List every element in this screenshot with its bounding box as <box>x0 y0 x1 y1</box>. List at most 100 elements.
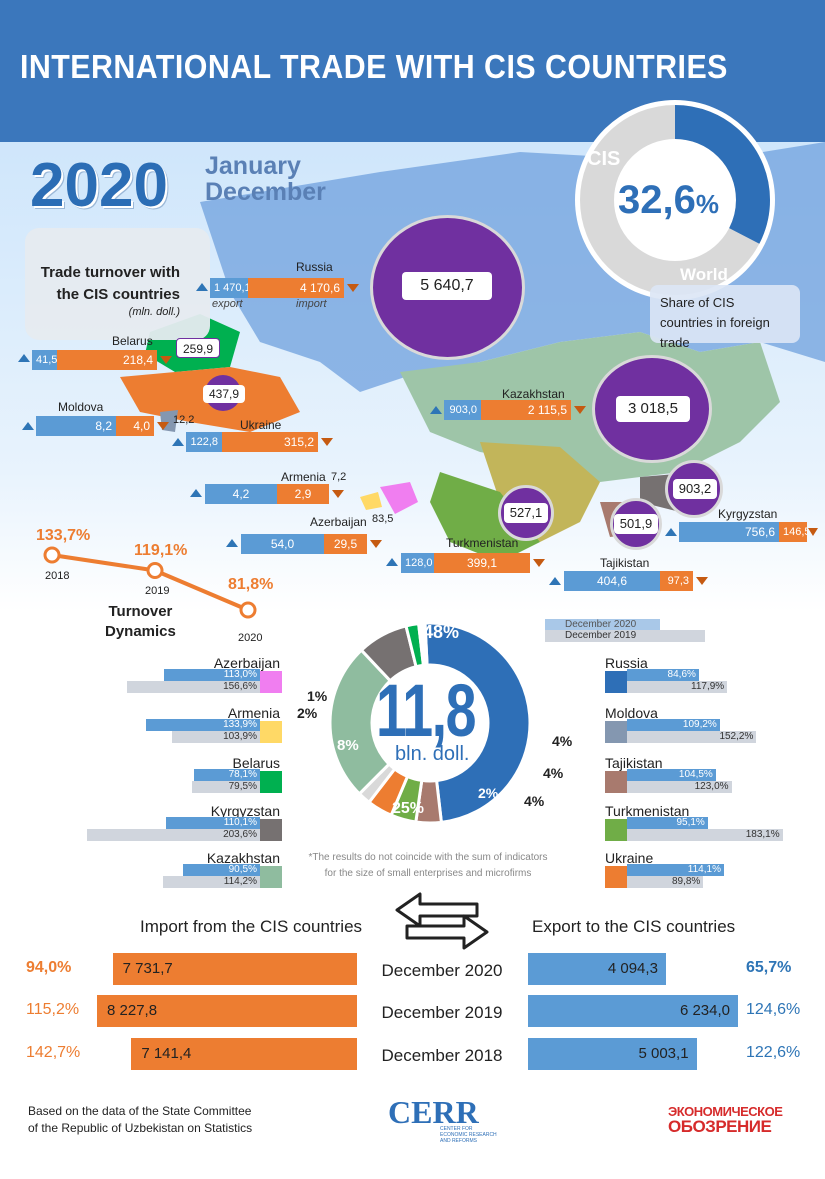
export-arrow-icon <box>172 438 184 446</box>
dyn-2020-bar: 78,1% <box>193 769 260 781</box>
source-note: Based on the data of the State Committee… <box>28 1104 253 1135</box>
label-russia: Russia <box>296 260 333 274</box>
label-tajikistan: Tajikistan <box>600 556 650 570</box>
russia-export-bar: 1 470,1 <box>210 278 248 298</box>
label-belarus: Belarus <box>112 334 153 348</box>
kyrgyzstan-import-bar: 146,5 <box>779 522 807 542</box>
export-arrow-icon <box>549 577 561 585</box>
share-world-label: World <box>680 265 728 284</box>
dyn-year-2019: 2019 <box>145 585 170 597</box>
dyn-country: Moldova <box>605 705 658 721</box>
dyn-color-square <box>605 819 627 841</box>
dyn-country: Armenia <box>227 705 280 721</box>
export-arrow-icon <box>226 539 238 547</box>
export-arrow-icon <box>386 558 398 566</box>
dyn-color-square <box>260 866 282 888</box>
dyn-2020-bar: 104,5% <box>627 769 716 781</box>
dyn-country: Kyrgyzstan <box>210 803 280 819</box>
donut-label-belarus: 2% <box>297 705 318 721</box>
donut-label-ukraine: 2% <box>478 785 499 801</box>
trade-period: December 2020 <box>381 961 503 980</box>
cerr-subtitle: CENTER FOR ECONOMIC RESEARCH AND REFORMS <box>440 1126 497 1144</box>
legend-2020: December 2020 <box>545 619 660 631</box>
donut-label-moldova: 4% <box>552 733 573 749</box>
dyn-country: Russia <box>605 655 648 671</box>
share-value: 32,6% <box>618 178 719 222</box>
azerbaijan-total: 83,5 <box>372 513 394 525</box>
import-header: Import from the CIS countries <box>140 917 363 936</box>
label-azerbaijan: Azerbaijan <box>310 515 367 529</box>
legend-2019: December 2019 <box>545 630 705 642</box>
export-pct: 65,7% <box>746 959 792 976</box>
export-arrow-icon <box>665 528 677 536</box>
dyn-country: Tajikistan <box>605 755 663 771</box>
dyn-value-2020: 81,8% <box>228 576 274 593</box>
turkmenistan-export-bar: 128,0 <box>401 553 434 573</box>
dyn-color-square <box>605 721 627 743</box>
donut-unit: bln. doll. <box>395 743 470 765</box>
dynamics-title: Turnover Dynamics <box>105 603 176 640</box>
dyn-country: Azerbaijan <box>213 655 280 671</box>
turnover-unit: (mln. doll.) <box>128 306 180 318</box>
turkmenistan-total: 527,1 <box>504 503 548 523</box>
label-kyrgyzstan: Kyrgyzstan <box>718 507 778 521</box>
dynamics-point-2018 <box>43 546 61 564</box>
donut-slice-russia <box>423 621 532 825</box>
share-description: Share of CIS countries in foreign trade <box>650 285 800 350</box>
dyn-2020-bar: 114,1% <box>627 864 724 876</box>
import-bar: 7 731,7 <box>112 953 357 985</box>
dyn-2020-bar: 84,6% <box>627 669 699 681</box>
export-pct: 122,6% <box>746 1044 801 1061</box>
armenia-export-bar: 4,2 <box>205 484 277 504</box>
export-pct: 124,6% <box>746 1001 801 1018</box>
period-label: January December <box>205 153 326 205</box>
import-arrow-icon <box>370 540 382 548</box>
belarus-total: 259,9 <box>176 338 220 358</box>
import-arrow-icon <box>347 284 359 292</box>
cerr-logo: CERR <box>388 1094 479 1130</box>
import-arrow-icon <box>533 559 545 567</box>
dyn-2019-bar: 79,5% <box>192 781 260 793</box>
import-pct: 142,7% <box>26 1044 81 1061</box>
label-kazakhstan: Kazakhstan <box>502 387 565 401</box>
dyn-2020-bar: 110,1% <box>166 817 260 829</box>
donut-label-tajikistan: 4% <box>543 765 564 781</box>
dyn-country: Ukraine <box>605 850 654 866</box>
russia-total: 5 640,7 <box>402 272 492 300</box>
donut-label-kyrgyzstan: 8% <box>337 737 359 754</box>
donut-total: 11,8 <box>376 669 476 752</box>
dyn-2019-bar: 117,9% <box>627 681 728 693</box>
import-arrow-icon <box>157 422 169 430</box>
dyn-2019-bar: 152,2% <box>627 731 757 743</box>
trade-period: December 2019 <box>381 1003 503 1022</box>
dyn-year-2018: 2018 <box>45 570 70 582</box>
export-bar: 6 234,0 <box>528 995 738 1027</box>
azerbaijan-export-bar: 54,0 <box>241 534 324 554</box>
dyn-2019-bar: 123,0% <box>627 781 732 793</box>
exchange-arrows-icon <box>395 892 489 950</box>
azerbaijan-import-bar: 29,5 <box>324 534 367 554</box>
donut-label-kazakhstan: 25% <box>392 800 425 817</box>
dyn-2019-bar: 203,6% <box>86 829 260 841</box>
kazakhstan-import-bar: 2 115,5 <box>481 400 571 420</box>
label-turkmenistan: Turkmenistan <box>446 536 519 550</box>
dyn-2020-bar: 90,5% <box>183 864 260 876</box>
dyn-2019-bar: 89,8% <box>627 876 704 888</box>
donut-label-turkmenistan: 4% <box>524 793 545 809</box>
export-arrow-icon <box>196 283 208 291</box>
share-cis-arc <box>580 105 770 295</box>
import-pct: 94,0% <box>26 959 72 976</box>
moldova-total: 12,2 <box>173 414 195 426</box>
tajikistan-import-bar: 97,3 <box>660 571 693 591</box>
russia-import-bar: 4 170,6 <box>248 278 344 298</box>
dynamics-line <box>43 546 257 619</box>
turkmenistan-import-bar: 399,1 <box>434 553 530 573</box>
share-cis-label: CIS <box>587 148 621 170</box>
trade-period: December 2018 <box>381 1046 503 1065</box>
eo-logo: ЭКОНОМИЧЕСКОЕ ОБОЗРЕНИЕ <box>668 1104 783 1136</box>
ukraine-total: 437,9 <box>203 385 245 403</box>
export-bar: 5 003,1 <box>528 1038 697 1070</box>
dyn-2020-bar: 109,2% <box>627 719 720 731</box>
label-ukraine: Ukraine <box>240 418 282 432</box>
import-arrow-icon <box>160 356 172 364</box>
